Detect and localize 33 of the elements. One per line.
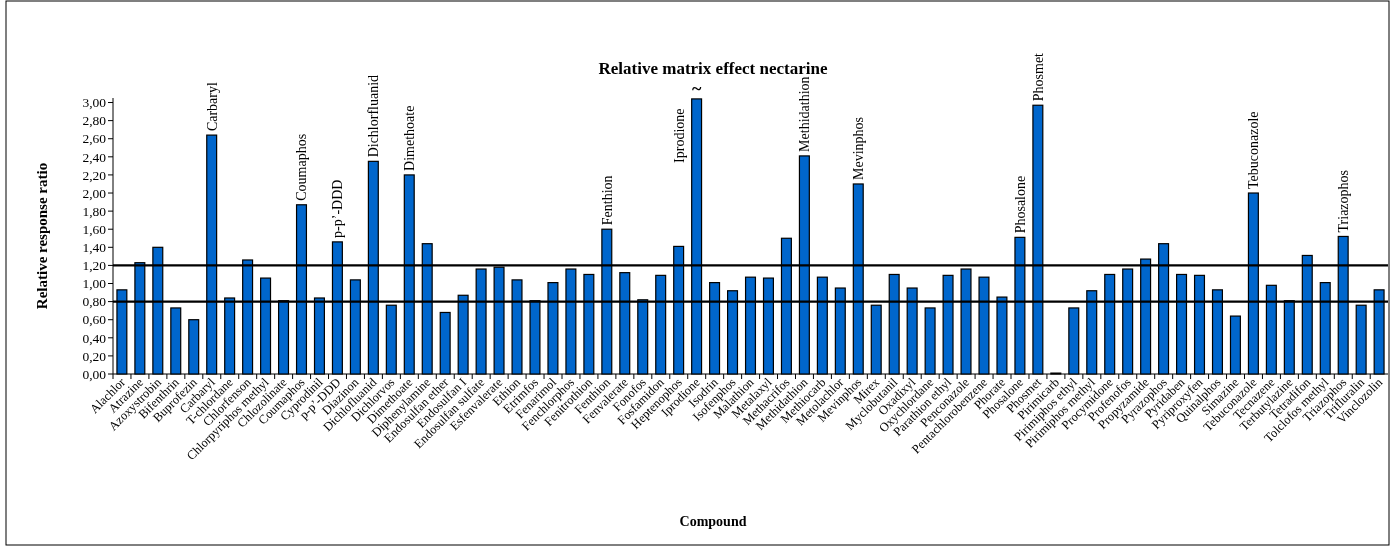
y-tick-label: 3,00 (82, 95, 107, 111)
y-tick-label: 0,80 (82, 294, 107, 310)
annotation: Carbaryl (204, 82, 220, 132)
chart-title: Relative matrix effect nectarine (598, 59, 828, 78)
y-tick-label: 1,40 (82, 240, 107, 256)
x-axis-title: Compound (679, 514, 747, 529)
y-tick-label: 1,00 (82, 276, 107, 292)
y-tick-label: 2,60 (82, 131, 107, 147)
y-tick-label: 0,00 (82, 366, 107, 382)
y-tick-label: 0,60 (82, 312, 107, 328)
annotation: Triazophos (1336, 169, 1352, 233)
annotation: Dichlorfluanid (366, 74, 382, 158)
y-tick-label: 2,20 (82, 167, 107, 183)
annotation: Methidathion (797, 76, 813, 152)
annotation: Phosmet (1030, 52, 1046, 102)
y-tick-label: 1,60 (82, 221, 107, 237)
annotation: Phosalone (1012, 175, 1028, 234)
y-tick-label: 1,80 (82, 203, 107, 219)
annotation: Coumaphos (294, 133, 310, 201)
y-tick-label: 1,20 (82, 258, 107, 274)
y-tick-label: 2,80 (82, 113, 107, 129)
annotation: Mevinphos (851, 116, 867, 180)
annotation: Iprodione (671, 108, 687, 163)
y-tick-label: 2,00 (82, 185, 107, 201)
annotation: p-p’-DDD (330, 179, 346, 238)
annotation: ~ (691, 78, 702, 99)
annotation: Dimethoate (402, 105, 418, 171)
y-axis-title: Relative response ratio (34, 162, 50, 310)
y-tick-label: 2,40 (82, 149, 107, 165)
y-tick-label: 0,20 (82, 348, 107, 364)
y-tick-label: 0,40 (82, 330, 107, 346)
annotation: Fenthion (599, 175, 615, 226)
annotation: Tebuconazole (1246, 111, 1262, 190)
